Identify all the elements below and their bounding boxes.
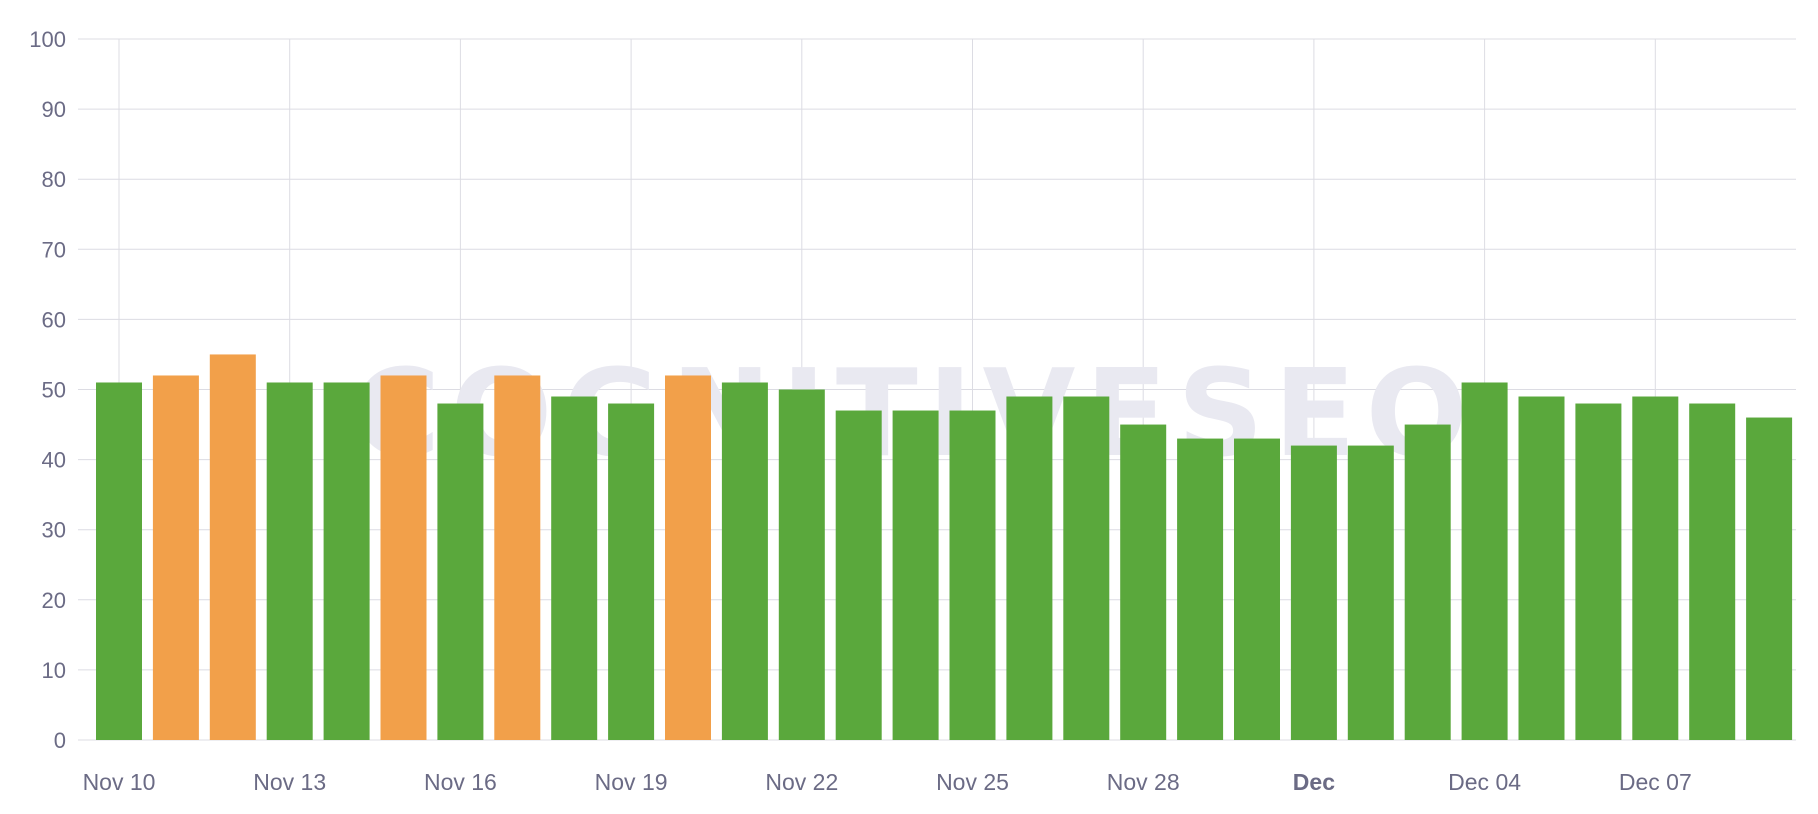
y-tick-label: 90 (42, 97, 66, 122)
x-tick-label: Nov 16 (424, 769, 497, 795)
bar-nov-19[interactable] (608, 403, 655, 740)
bar-nov-28[interactable] (1120, 424, 1167, 740)
x-tick-label: Nov 22 (765, 769, 838, 795)
bar-nov-29[interactable] (1177, 438, 1224, 740)
bar-nov-23[interactable] (835, 410, 882, 740)
bar-nov-21[interactable] (721, 382, 768, 740)
bar-nov-10[interactable] (96, 382, 142, 740)
bar-nov-26[interactable] (1006, 396, 1053, 740)
x-tick-label: Nov 13 (253, 769, 326, 795)
y-tick-label: 50 (42, 378, 66, 403)
y-tick-label: 80 (42, 167, 66, 192)
bar-nov-13[interactable] (266, 382, 313, 740)
bar-nov-27[interactable] (1063, 396, 1110, 740)
x-tick-label: Dec (1293, 769, 1335, 795)
bar-nov-24[interactable] (892, 410, 939, 740)
bar-dec-03[interactable] (1404, 424, 1451, 740)
x-tick-label: Dec 04 (1448, 769, 1521, 795)
y-tick-label: 70 (42, 237, 66, 262)
y-tick-label: 0 (54, 728, 66, 753)
bar-nov-20[interactable] (665, 375, 711, 740)
bar-nov-11[interactable] (152, 375, 199, 740)
bar-nov-16[interactable] (437, 403, 484, 740)
bar-dec-06[interactable] (1575, 403, 1622, 740)
y-axis-ticks: 0 10 20 30 40 50 60 70 80 90 100 (29, 27, 66, 753)
bar-dec-04[interactable] (1461, 382, 1508, 740)
y-tick-label: 40 (42, 448, 66, 473)
bar-dec-01[interactable] (1290, 445, 1337, 740)
bar-dec-09[interactable] (1746, 417, 1793, 740)
bar-dec-07[interactable] (1632, 396, 1679, 740)
y-tick-label: 30 (42, 518, 66, 543)
x-tick-label: Nov 19 (595, 769, 668, 795)
bar-dec-05[interactable] (1518, 396, 1565, 740)
x-tick-label: Nov 10 (83, 769, 156, 795)
bar-nov-14[interactable] (323, 382, 370, 740)
bar-nov-22[interactable] (778, 389, 825, 741)
x-axis-ticks: Nov 10 Nov 13 Nov 16 Nov 19 Nov 22 Nov 25 Nov … (83, 769, 1692, 795)
bar-nov-25[interactable] (949, 410, 996, 740)
bar-nov-15[interactable] (380, 375, 427, 740)
x-tick-label: Dec 07 (1619, 769, 1692, 795)
bar-dec-08[interactable] (1689, 403, 1736, 740)
y-tick-label: 20 (42, 588, 66, 613)
bars (96, 354, 1793, 741)
bar-nov-17[interactable] (494, 375, 541, 740)
bar-dec-02[interactable] (1347, 445, 1394, 740)
bar-nov-12[interactable] (209, 354, 256, 740)
x-tick-label: Nov 25 (936, 769, 1009, 795)
x-tick-label: Nov 28 (1107, 769, 1180, 795)
bar-nov-30[interactable] (1234, 438, 1280, 740)
bar-nov-18[interactable] (551, 396, 598, 740)
y-tick-label: 100 (29, 27, 66, 52)
y-tick-label: 10 (42, 658, 66, 683)
y-tick-label: 60 (42, 307, 66, 332)
